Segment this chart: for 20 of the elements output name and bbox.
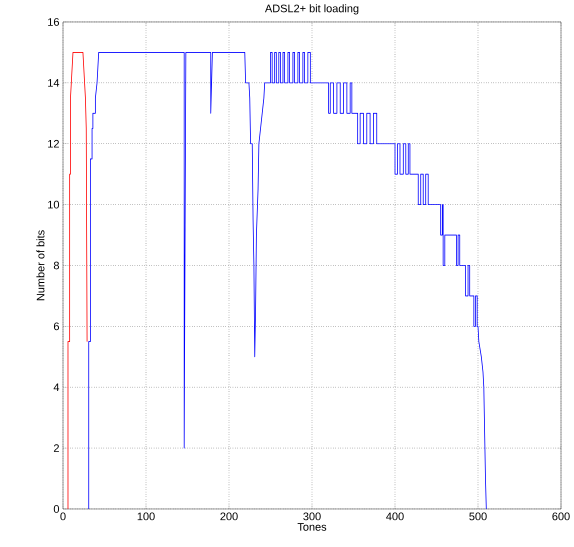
y-tick-label: 16 xyxy=(48,18,59,26)
y-tick-label: 14 xyxy=(48,79,60,87)
y-tick-label: 0 xyxy=(54,505,60,513)
x-tick-label: 400 xyxy=(386,512,404,520)
line-series xyxy=(68,52,88,509)
chart-title: ADSL2+ bit loading xyxy=(264,4,358,14)
y-tick-label: 2 xyxy=(54,444,59,452)
x-tick-label: 600 xyxy=(552,512,570,520)
x-tick-label: 500 xyxy=(469,512,487,520)
y-tick-label: 4 xyxy=(54,383,60,392)
y-tick-label: 12 xyxy=(48,140,59,148)
x-tick-label: 100 xyxy=(138,512,155,520)
y-axis-title: Number of bits xyxy=(36,230,44,300)
x-tick-label: 0 xyxy=(60,512,66,520)
x-tick-label: 300 xyxy=(303,512,321,520)
x-tick-label: 200 xyxy=(220,512,238,520)
x-axis-title: Tones xyxy=(298,523,326,531)
y-tick-label: 8 xyxy=(54,262,59,270)
y-tick-label: 6 xyxy=(54,322,59,330)
y-tick-label: 10 xyxy=(48,200,60,208)
